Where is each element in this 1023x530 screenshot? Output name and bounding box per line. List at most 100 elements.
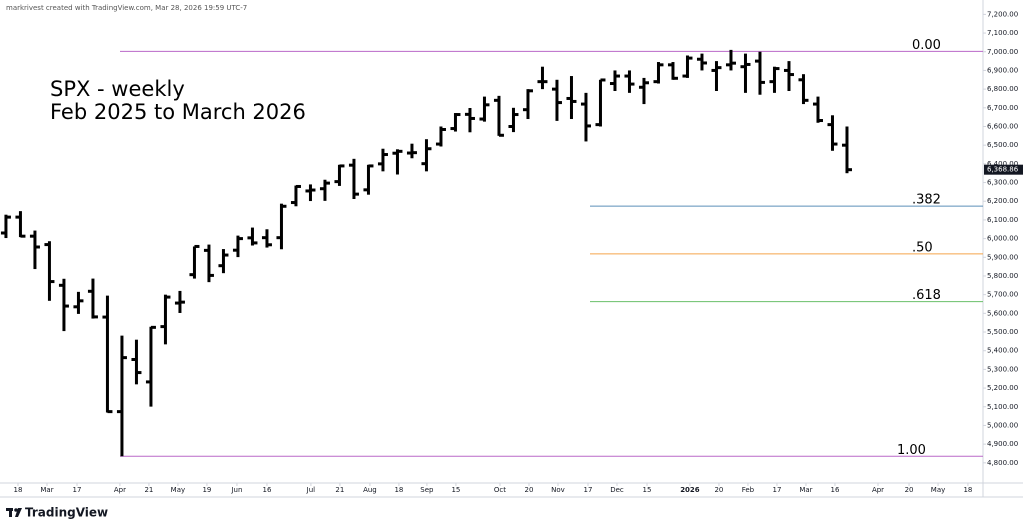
ohlc-bar xyxy=(783,61,794,91)
chart-subtitle: Feb 2025 to March 2026 xyxy=(50,100,306,124)
y-tick-label: 5,600.00 xyxy=(987,309,1018,317)
last-price-label: 6,368.86 xyxy=(987,166,1019,174)
ohlc-bar xyxy=(290,184,301,207)
ohlc-bar xyxy=(464,107,475,133)
ohlc-bar xyxy=(58,278,69,332)
x-tick-label: Dec xyxy=(610,486,624,494)
chart-title: SPX - weekly xyxy=(50,77,185,101)
ohlc-bar xyxy=(479,96,490,122)
ohlc-bar xyxy=(131,339,142,385)
x-tick-label: Jun xyxy=(230,486,242,494)
x-tick-label: 21 xyxy=(335,486,344,494)
ohlc-bar xyxy=(435,126,446,147)
ohlc-bar xyxy=(305,184,316,202)
y-tick-label: 5,500.00 xyxy=(987,328,1018,336)
ohlc-bar xyxy=(696,53,707,71)
ohlc-bar xyxy=(537,66,548,90)
ohlc-bar xyxy=(711,61,722,91)
ohlc-bar xyxy=(87,278,98,319)
fib-label: .382 xyxy=(912,193,941,208)
ohlc-bar xyxy=(247,227,258,246)
x-tick-label: 19 xyxy=(202,486,211,494)
brand: TradingView xyxy=(25,506,108,520)
x-tick-label: 18 xyxy=(14,486,23,494)
x-tick-label: 17 xyxy=(584,486,593,494)
ohlc-bar xyxy=(319,179,330,201)
y-tick-label: 6,900.00 xyxy=(987,66,1018,74)
ohlc-bar xyxy=(392,149,403,175)
y-tick-label: 5,700.00 xyxy=(987,291,1018,299)
ohlc-bar xyxy=(508,107,519,133)
ohlc-bar xyxy=(406,143,417,159)
y-tick-label: 7,200.00 xyxy=(987,10,1018,18)
ohlc-bar xyxy=(189,244,200,279)
last-price-box xyxy=(984,164,1023,175)
x-tick-label: 20 xyxy=(714,486,723,494)
ohlc-bar xyxy=(551,79,562,121)
y-tick-label: 5,000.00 xyxy=(987,421,1018,429)
x-tick-label: Feb xyxy=(742,486,755,494)
ohlc-bar xyxy=(15,211,26,238)
x-tick-label: 15 xyxy=(643,486,652,494)
y-tick-label: 6,100.00 xyxy=(987,216,1018,224)
y-tick-label: 5,300.00 xyxy=(987,365,1018,373)
ohlc-bar xyxy=(73,291,84,314)
x-tick-label: May xyxy=(931,486,945,494)
ohlc-bar xyxy=(363,164,374,195)
y-tick-label: 4,800.00 xyxy=(987,459,1018,467)
ohlc-bar xyxy=(450,113,461,132)
y-tick-label: 5,100.00 xyxy=(987,403,1018,411)
fib-label: 1.00 xyxy=(897,443,926,458)
ohlc-bar xyxy=(754,51,765,95)
ohlc-bar xyxy=(798,74,809,105)
x-tick-label: Apr xyxy=(114,486,126,494)
ohlc-bar xyxy=(769,66,780,93)
y-tick-label: 6,200.00 xyxy=(987,197,1018,205)
x-tick-label: 18 xyxy=(963,486,972,494)
ohlc-bar xyxy=(348,158,359,199)
y-tick-label: 7,000.00 xyxy=(987,48,1018,56)
fib-label: .50 xyxy=(912,240,933,255)
y-tick-label: 5,200.00 xyxy=(987,384,1018,392)
x-tick-label: 18 xyxy=(394,486,403,494)
ohlc-bar xyxy=(334,164,345,186)
x-tick-label: 16 xyxy=(262,486,271,494)
ohlc-bar xyxy=(102,295,113,414)
y-tick-label: 6,700.00 xyxy=(987,104,1018,112)
x-tick-label: 17 xyxy=(73,486,82,494)
ohlc-bar xyxy=(653,62,664,84)
ohlc-bar xyxy=(174,290,185,313)
brand-logo xyxy=(6,508,22,517)
ohlc-bar xyxy=(580,92,591,142)
ohlc-bar xyxy=(638,77,649,105)
y-tick-label: 6,400.00 xyxy=(987,160,1018,168)
ohlc-bar xyxy=(725,49,736,71)
ohlc-bar xyxy=(841,126,852,174)
ohlc-bar xyxy=(740,53,751,93)
x-tick-label: Nov xyxy=(551,486,565,494)
ohlc-bar xyxy=(377,148,388,172)
x-tick-label: 16 xyxy=(830,486,839,494)
ohlc-bar xyxy=(261,229,272,248)
x-tick-label: 21 xyxy=(144,486,153,494)
x-tick-label: Aug xyxy=(363,486,377,494)
ohlc-bar xyxy=(44,241,55,301)
x-tick-label: Mar xyxy=(799,486,812,494)
x-tick-label: Mar xyxy=(40,486,53,494)
ohlc-bar xyxy=(667,62,678,80)
ohlc-bar xyxy=(609,70,620,91)
x-tick-label: Apr xyxy=(872,486,884,494)
x-tick-label: 15 xyxy=(451,486,460,494)
y-tick-label: 5,400.00 xyxy=(987,347,1018,355)
fib-label: 0.00 xyxy=(912,38,941,53)
x-tick-label: Jul xyxy=(306,486,316,494)
y-tick-label: 5,800.00 xyxy=(987,272,1018,280)
credit: markrivest created with TradingView.com,… xyxy=(6,4,247,12)
ohlc-bar xyxy=(0,214,11,239)
ohlc-bar xyxy=(218,249,229,274)
ohlc-bar xyxy=(276,203,287,250)
y-tick-label: 6,600.00 xyxy=(987,122,1018,130)
ohlc-bar xyxy=(522,89,533,120)
x-tick-label: 20 xyxy=(525,486,534,494)
